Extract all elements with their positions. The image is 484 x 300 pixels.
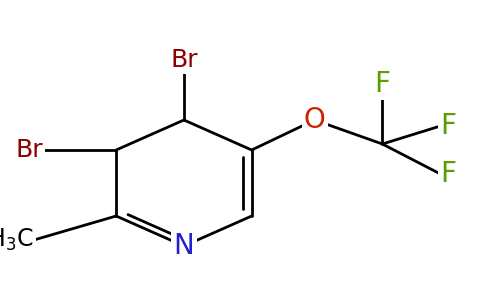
Text: F: F bbox=[440, 112, 456, 140]
Text: Br: Br bbox=[15, 138, 43, 162]
Text: Br: Br bbox=[170, 48, 198, 72]
Text: F: F bbox=[374, 70, 391, 98]
Text: F: F bbox=[440, 160, 456, 188]
Text: O: O bbox=[304, 106, 325, 134]
Text: H$_3$C: H$_3$C bbox=[0, 227, 34, 253]
Text: N: N bbox=[174, 232, 194, 260]
